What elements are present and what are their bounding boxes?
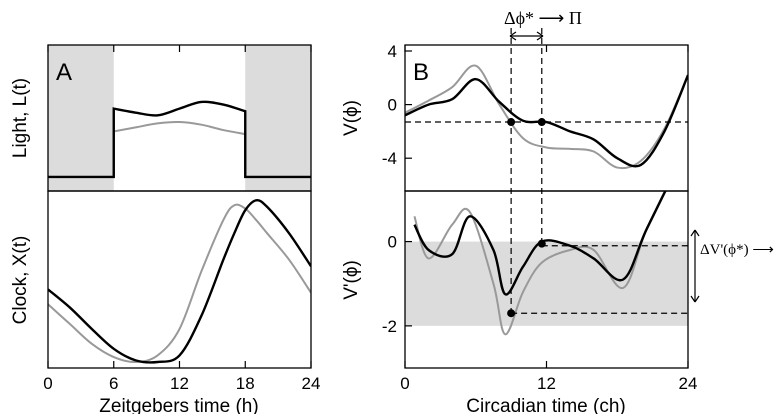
circadian-tick-label: 12 — [537, 374, 556, 393]
delta-phi-label: Δϕ* ⟶ Π — [504, 8, 582, 28]
night-shading — [48, 45, 311, 191]
derivative-series-0 — [413, 191, 667, 336]
potential-ytick-label: 0 — [388, 96, 397, 115]
derivative-tick-labels: 0 -2 — [382, 233, 397, 336]
delta-vprime-label: ΔV'(ϕ*) ⟶ Σ — [700, 242, 778, 258]
potential-ytick-label: -4 — [382, 149, 397, 168]
night-band-0 — [48, 45, 114, 191]
zeitgeber-tick-label: 0 — [43, 374, 52, 393]
marker-points — [507, 118, 546, 318]
panel-b-label: B — [413, 59, 429, 86]
potential-series-0 — [405, 64, 688, 170]
axis-ticks — [47, 45, 689, 368]
zeitgeber-tick-labels: 0 6 12 18 24 — [43, 374, 320, 393]
derivative-series-1 — [413, 191, 667, 296]
circadian-tick-label: 24 — [679, 374, 698, 393]
light-series-1 — [48, 100, 311, 179]
derivative-ytick-label: -2 — [382, 317, 397, 336]
derivative-ytick-label: 0 — [388, 233, 397, 252]
delta-vprime-annotation: ΔV'(ϕ*) ⟶ Σ — [690, 229, 778, 303]
potential-series-1 — [405, 74, 688, 168]
potential-ylabel: V(ϕ) — [341, 100, 362, 136]
zeitgeber-tick-label: 24 — [302, 374, 321, 393]
panel-a-label: A — [56, 59, 72, 86]
potential-tick-labels: 4 0 -4 — [382, 42, 397, 168]
potential-derivative-curves — [413, 191, 667, 336]
potential-curves — [405, 64, 688, 170]
panel-b-top-frame — [404, 44, 689, 192]
zeitgeber-tick-label: 18 — [236, 374, 255, 393]
light-series-0 — [48, 120, 311, 178]
light-curves — [48, 100, 311, 179]
vprime-point-0 — [507, 309, 516, 318]
night-band-1 — [245, 45, 311, 191]
circadian-tick-label: 0 — [400, 374, 409, 393]
clock-series-1 — [48, 199, 311, 364]
vprime-point-1 — [537, 239, 546, 248]
dashed-guides — [405, 28, 688, 314]
circadian-xlabel: Circadian time (ch) — [466, 396, 625, 414]
clock-series-0 — [48, 203, 311, 364]
clock-curves — [48, 199, 311, 364]
clock-ylabel: Clock, X(t) — [10, 236, 31, 325]
potential-derivative-ylabel: V'(ϕ) — [341, 260, 362, 300]
delta-phi-annotation: Δϕ* ⟶ Π — [504, 8, 582, 41]
zeitgeber-tick-label: 6 — [109, 374, 118, 393]
v-point-0 — [507, 118, 516, 127]
potential-ytick-label: 4 — [388, 42, 397, 61]
v-point-1 — [537, 118, 546, 127]
zeitgeber-xlabel: Zeitgebers time (h) — [99, 396, 258, 414]
circadian-tick-labels: 0 12 24 — [400, 374, 697, 393]
light-ylabel: Light, L(t) — [10, 78, 31, 158]
zeitgeber-tick-label: 12 — [170, 374, 189, 393]
